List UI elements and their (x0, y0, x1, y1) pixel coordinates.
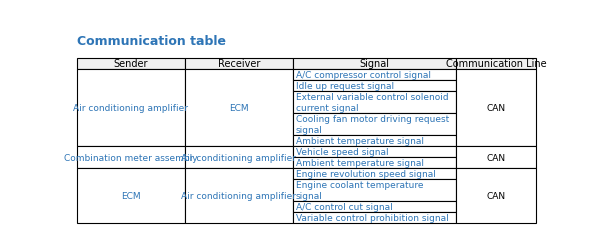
Bar (456, 58, 536, 70)
Text: Engine revolution speed signal: Engine revolution speed signal (296, 170, 436, 178)
Bar (293, 92, 456, 114)
Text: Idle up request signal: Idle up request signal (296, 82, 394, 91)
Bar (293, 81, 456, 92)
Text: Combination meter assembly: Combination meter assembly (64, 153, 198, 162)
Text: Cooling fan motor driving request
signal: Cooling fan motor driving request signal (296, 115, 449, 134)
Text: CAN: CAN (487, 192, 506, 200)
Bar (293, 136, 456, 147)
Bar (185, 169, 293, 223)
Bar (293, 169, 456, 179)
Bar (293, 201, 456, 212)
Text: Signal: Signal (359, 59, 389, 69)
Bar (293, 212, 456, 223)
Text: CAN: CAN (487, 104, 506, 113)
Text: Ambient temperature signal: Ambient temperature signal (296, 137, 424, 146)
Text: Air conditioning amplifier: Air conditioning amplifier (181, 153, 296, 162)
Bar (456, 70, 536, 147)
Bar (185, 147, 293, 169)
Text: Vehicle speed signal: Vehicle speed signal (296, 148, 388, 156)
Bar (185, 58, 293, 70)
Text: ECM: ECM (121, 192, 141, 200)
Text: A/C control cut signal: A/C control cut signal (296, 202, 392, 211)
Bar (456, 169, 536, 223)
Bar (77, 169, 185, 223)
Text: Receiver: Receiver (218, 59, 260, 69)
Bar (185, 70, 293, 147)
Text: External variable control solenoid
current signal: External variable control solenoid curre… (296, 93, 448, 112)
Bar (293, 179, 456, 201)
Bar (293, 70, 456, 81)
Bar (293, 158, 456, 169)
Text: Sender: Sender (113, 59, 148, 69)
Bar (77, 58, 185, 70)
Text: Communication Line: Communication Line (446, 59, 546, 69)
Text: Communication table: Communication table (77, 35, 226, 48)
Text: CAN: CAN (487, 153, 506, 162)
Bar (77, 70, 185, 147)
Bar (293, 58, 456, 70)
Bar (77, 147, 185, 169)
Bar (456, 147, 536, 169)
Text: A/C compressor control signal: A/C compressor control signal (296, 71, 430, 80)
Text: Air conditioning amplifier: Air conditioning amplifier (181, 192, 296, 200)
Text: Air conditioning amplifier: Air conditioning amplifier (73, 104, 189, 113)
Text: ECM: ECM (229, 104, 249, 113)
Text: Variable control prohibition signal: Variable control prohibition signal (296, 213, 448, 222)
Text: Engine coolant temperature
signal: Engine coolant temperature signal (296, 181, 423, 200)
Bar (293, 114, 456, 136)
Text: Ambient temperature signal: Ambient temperature signal (296, 159, 424, 168)
Bar (293, 147, 456, 158)
